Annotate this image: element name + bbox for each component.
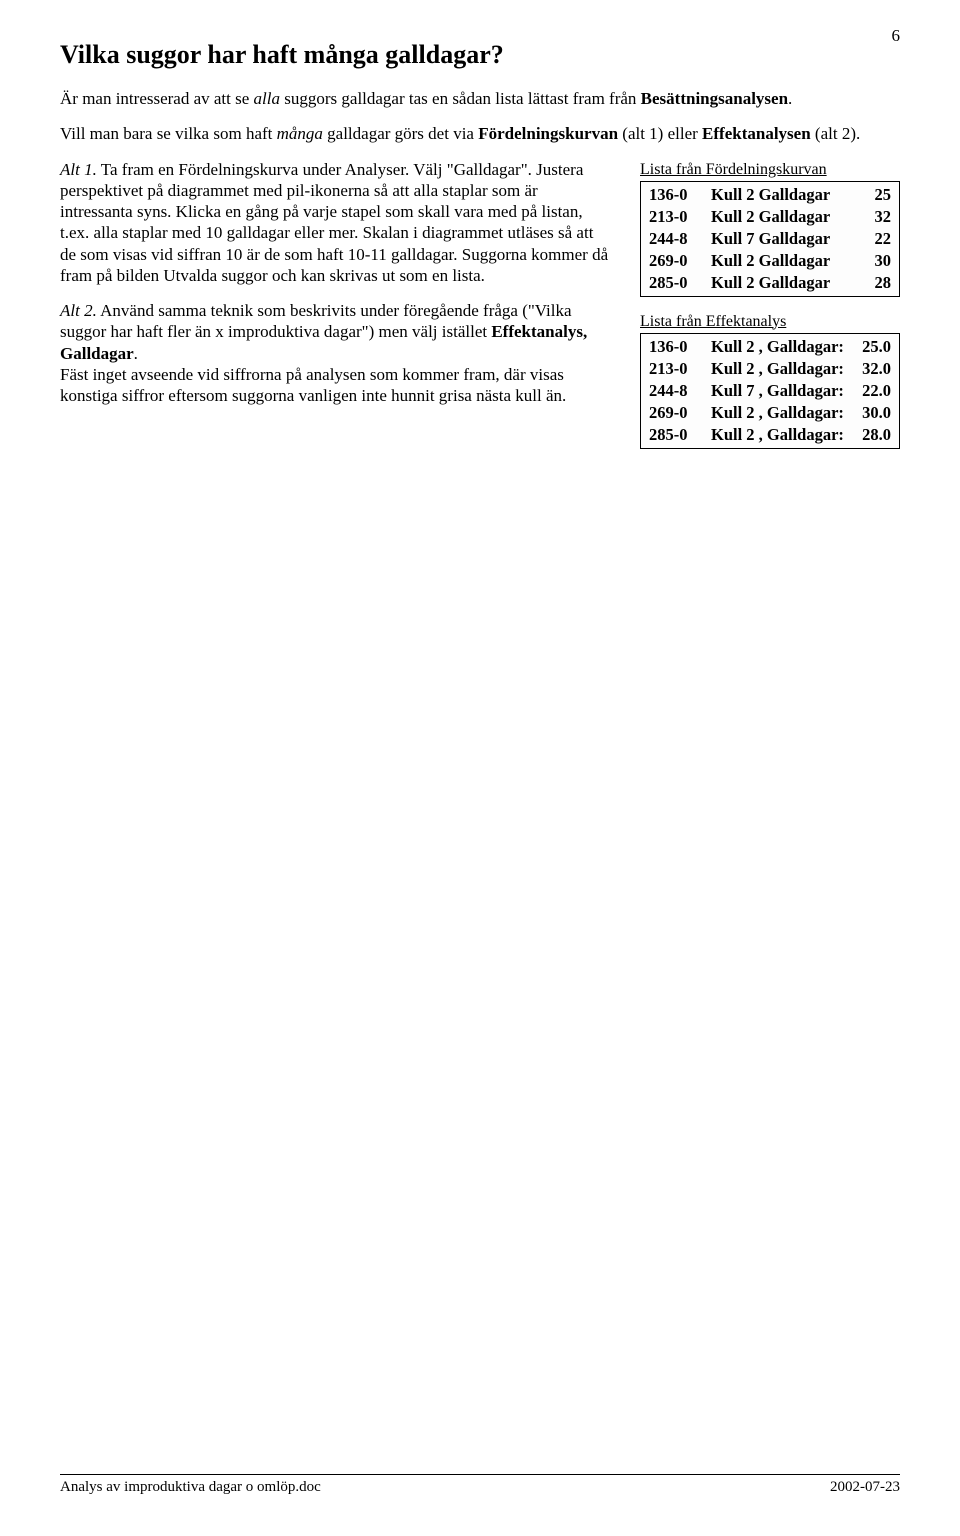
table-row: 269-0 Kull 2 , Galldagar: 30.0 — [645, 402, 895, 424]
cell-id: 269-0 — [645, 402, 707, 424]
cell-val: 25.0 — [851, 336, 895, 358]
cell-desc: Kull 7 Galldagar — [707, 228, 851, 250]
emphasis-alla: alla — [254, 89, 280, 108]
alt2-label: Alt 2. — [60, 301, 97, 320]
table-row: 285-0 Kull 2 Galldagar 28 — [645, 272, 895, 294]
cell-id: 269-0 — [645, 250, 707, 272]
table2-box: 136-0 Kull 2 , Galldagar: 25.0 213-0 Kul… — [640, 333, 900, 449]
table1-caption: Lista från Fördelningskurvan — [640, 161, 900, 179]
intro-paragraph-2: Vill man bara se vilka som haft många ga… — [60, 123, 890, 144]
text: (alt 2). — [811, 124, 861, 143]
table-row: 136-0 Kull 2 Galldagar 25 — [645, 184, 895, 206]
cell-val: 30.0 — [851, 402, 895, 424]
table-row: 269-0 Kull 2 Galldagar 30 — [645, 250, 895, 272]
cell-val: 32 — [851, 206, 895, 228]
cell-desc: Kull 2 Galldagar — [707, 206, 851, 228]
table-row: 244-8 Kull 7 Galldagar 22 — [645, 228, 895, 250]
cell-desc: Kull 2 , Galldagar: — [707, 358, 851, 380]
footer-date: 2002-07-23 — [830, 1479, 900, 1496]
page-footer: Analys av improduktiva dagar o omlöp.doc… — [60, 1474, 900, 1496]
text: (alt 1) eller — [618, 124, 702, 143]
cell-desc: Kull 2 Galldagar — [707, 250, 851, 272]
cell-desc: Kull 2 , Galldagar: — [707, 424, 851, 446]
cell-val: 28 — [851, 272, 895, 294]
cell-id: 136-0 — [645, 184, 707, 206]
page-title: Vilka suggor har haft många galldagar? — [60, 40, 900, 70]
cell-id: 213-0 — [645, 358, 707, 380]
text: . — [788, 89, 792, 108]
table-row: 285-0 Kull 2 , Galldagar: 28.0 — [645, 424, 895, 446]
cell-id: 244-8 — [645, 228, 707, 250]
table-row: 213-0 Kull 2 Galldagar 32 — [645, 206, 895, 228]
intro-paragraph-1: Är man intresserad av att se alla suggor… — [60, 88, 890, 109]
cell-id: 136-0 — [645, 336, 707, 358]
text: galldagar görs det via — [323, 124, 478, 143]
body-right-column: Lista från Fördelningskurvan 136-0 Kull … — [640, 159, 900, 465]
cell-val: 28.0 — [851, 424, 895, 446]
alt1-body: Ta fram en Fördelningskurva under Analys… — [60, 160, 608, 285]
table-row: 244-8 Kull 7 , Galldagar: 22.0 — [645, 380, 895, 402]
alt1-label: Alt 1. — [60, 160, 97, 179]
cell-desc: Kull 2 Galldagar — [707, 184, 851, 206]
term-effektanalysen: Effektanalysen — [702, 124, 811, 143]
text: Är man intresserad av att se — [60, 89, 254, 108]
cell-id: 285-0 — [645, 424, 707, 446]
term-fordelningskurvan: Fördelningskurvan — [478, 124, 618, 143]
footer-filename: Analys av improduktiva dagar o omlöp.doc — [60, 1479, 321, 1496]
cell-val: 22.0 — [851, 380, 895, 402]
cell-desc: Kull 2 Galldagar — [707, 272, 851, 294]
cell-desc: Kull 2 , Galldagar: — [707, 336, 851, 358]
table-row: 136-0 Kull 2 , Galldagar: 25.0 — [645, 336, 895, 358]
emphasis-manga: många — [277, 124, 323, 143]
cell-desc: Kull 2 , Galldagar: — [707, 402, 851, 424]
cell-val: 25 — [851, 184, 895, 206]
cell-desc: Kull 7 , Galldagar: — [707, 380, 851, 402]
table1: 136-0 Kull 2 Galldagar 25 213-0 Kull 2 G… — [645, 184, 895, 294]
cell-val: 32.0 — [851, 358, 895, 380]
text: suggors galldagar tas en sådan lista lät… — [280, 89, 641, 108]
cell-val: 22 — [851, 228, 895, 250]
alt1-paragraph: Alt 1. Ta fram en Fördelningskurva under… — [60, 159, 610, 287]
text: Vill man bara se vilka som haft — [60, 124, 277, 143]
table1-box: 136-0 Kull 2 Galldagar 25 213-0 Kull 2 G… — [640, 181, 900, 297]
body-left-column: Alt 1. Ta fram en Fördelningskurva under… — [60, 159, 610, 465]
cell-val: 30 — [851, 250, 895, 272]
alt2-body-d: Fäst inget avseende vid siffrorna på ana… — [60, 365, 566, 405]
alt2-paragraph: Alt 2. Använd samma teknik som beskrivit… — [60, 300, 610, 406]
table2: 136-0 Kull 2 , Galldagar: 25.0 213-0 Kul… — [645, 336, 895, 446]
page-number: 6 — [892, 26, 901, 46]
table-row: 213-0 Kull 2 , Galldagar: 32.0 — [645, 358, 895, 380]
term-besattningsanalysen: Besättningsanalysen — [641, 89, 788, 108]
cell-id: 285-0 — [645, 272, 707, 294]
cell-id: 244-8 — [645, 380, 707, 402]
cell-id: 213-0 — [645, 206, 707, 228]
alt2-body-c: . — [134, 344, 138, 363]
table2-caption: Lista från Effektanalys — [640, 313, 900, 331]
